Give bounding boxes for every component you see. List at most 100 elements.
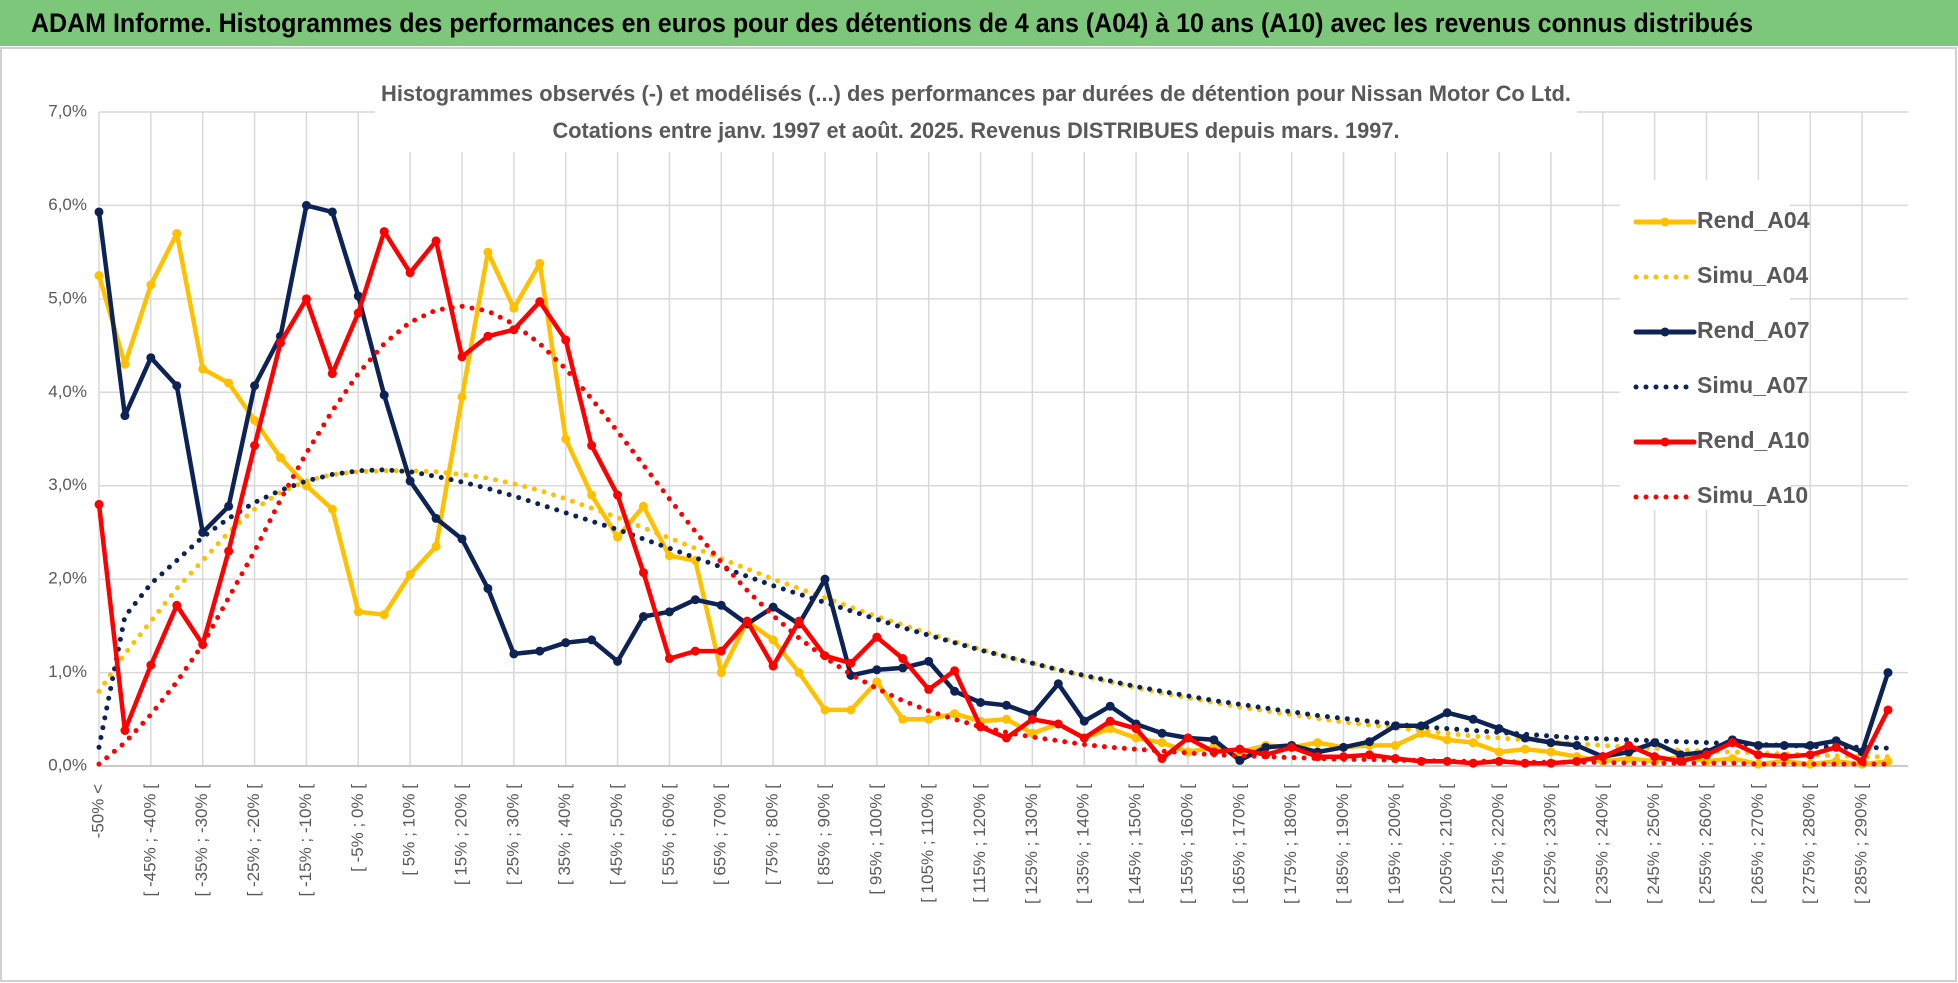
series-marker bbox=[768, 635, 778, 645]
series-marker bbox=[1001, 733, 1011, 743]
x-tick-label: [ -5% ; 0% [ bbox=[348, 784, 367, 872]
series-marker bbox=[1339, 742, 1349, 752]
x-tick-label: [ 135% ; 140% [ bbox=[1074, 784, 1093, 904]
series-line bbox=[96, 467, 1891, 751]
series-marker bbox=[1209, 735, 1219, 745]
series-marker bbox=[1779, 752, 1789, 762]
series-marker bbox=[1157, 738, 1167, 748]
series-marker bbox=[1001, 714, 1011, 724]
series-marker bbox=[638, 612, 648, 622]
series-marker bbox=[872, 665, 882, 675]
series-marker bbox=[327, 504, 337, 514]
legend-marker bbox=[1660, 437, 1670, 447]
series-marker bbox=[613, 532, 623, 542]
series-marker bbox=[509, 303, 519, 313]
series-marker bbox=[146, 353, 156, 363]
x-tick-label: [ 195% ; 200% [ bbox=[1385, 784, 1404, 904]
series-marker bbox=[250, 381, 260, 391]
series-marker bbox=[1805, 759, 1815, 769]
x-tick-label: [ 155% ; 160% [ bbox=[1177, 784, 1196, 904]
x-tick-label: [ 275% ; 280% [ bbox=[1800, 784, 1819, 904]
series-marker bbox=[120, 725, 130, 735]
chart-title: ADAM Informe. Histogrammes des performan… bbox=[31, 8, 1753, 38]
series-line bbox=[96, 303, 1891, 767]
x-tick-label: [ -15% ; -10% [ bbox=[296, 784, 315, 897]
series-marker bbox=[250, 415, 260, 425]
series-marker bbox=[457, 534, 467, 544]
x-tick-label: [ 35% ; 40% [ bbox=[555, 784, 574, 885]
x-tick-label: [ 205% ; 210% [ bbox=[1437, 784, 1456, 904]
series-marker bbox=[794, 616, 804, 626]
series-marker bbox=[1520, 744, 1530, 754]
x-tick-label: [ -35% ; -30% [ bbox=[192, 784, 211, 897]
series-marker bbox=[1702, 750, 1712, 760]
series-marker bbox=[250, 441, 260, 451]
series-marker bbox=[405, 476, 415, 486]
x-tick-label: [ 15% ; 20% [ bbox=[451, 784, 470, 885]
series-marker bbox=[690, 646, 700, 656]
series-marker bbox=[613, 490, 623, 500]
series-marker bbox=[275, 453, 285, 463]
series-marker bbox=[587, 490, 597, 500]
series-marker bbox=[224, 501, 234, 511]
x-tick-label: [ 255% ; 260% [ bbox=[1696, 784, 1715, 904]
series-marker bbox=[198, 364, 208, 374]
series-marker bbox=[1727, 754, 1737, 764]
series-marker bbox=[1053, 679, 1063, 689]
y-tick-label: 3,0% bbox=[48, 475, 87, 494]
series-marker bbox=[1442, 708, 1452, 718]
x-tick-label: [ 105% ; 110% [ bbox=[918, 784, 937, 903]
series-marker bbox=[379, 610, 389, 620]
legend-label: Rend_A04 bbox=[1697, 207, 1810, 233]
series-marker bbox=[1624, 740, 1634, 750]
series-marker bbox=[976, 697, 986, 707]
legend-label: Simu_A04 bbox=[1697, 262, 1808, 288]
y-tick-label: 6,0% bbox=[48, 195, 87, 214]
series-marker bbox=[1805, 750, 1815, 760]
x-tick-label: [ 115% ; 120% [ bbox=[970, 784, 989, 903]
subtitle-line: Cotations entre janv. 1997 et août. 2025… bbox=[553, 118, 1400, 143]
series-marker bbox=[664, 551, 674, 561]
x-tick-label: [ 75% ; 80% [ bbox=[763, 784, 782, 885]
series-marker bbox=[353, 308, 363, 318]
series-marker bbox=[924, 684, 934, 694]
y-tick-label: 2,0% bbox=[48, 569, 87, 588]
series-marker bbox=[1105, 701, 1115, 711]
title-bar bbox=[0, 0, 1958, 46]
series-marker bbox=[561, 638, 571, 648]
legend-label: Simu_A07 bbox=[1697, 372, 1808, 398]
series-marker bbox=[94, 207, 104, 217]
x-tick-label: [ 215% ; 220% [ bbox=[1489, 784, 1508, 904]
series-marker bbox=[224, 546, 234, 556]
x-tick-label: [ 125% ; 130% [ bbox=[1022, 784, 1041, 904]
series-marker bbox=[587, 635, 597, 645]
series-line bbox=[96, 229, 1891, 766]
x-tick-label: [ 185% ; 190% [ bbox=[1333, 784, 1352, 904]
series-marker bbox=[1235, 744, 1245, 754]
series-marker bbox=[301, 294, 311, 304]
series-marker bbox=[327, 207, 337, 217]
series-marker bbox=[509, 649, 519, 659]
series-marker bbox=[120, 411, 130, 421]
y-tick-label: 0,0% bbox=[48, 755, 87, 774]
series-marker bbox=[664, 607, 674, 617]
x-tick-label: [ 145% ; 150% [ bbox=[1126, 784, 1145, 904]
series-marker bbox=[1157, 754, 1167, 764]
subtitle-line: Histogrammes observés (-) et modélisés (… bbox=[381, 81, 1571, 106]
series-marker bbox=[742, 616, 752, 626]
series-marker bbox=[431, 541, 441, 551]
series-marker bbox=[1727, 738, 1737, 748]
series-marker bbox=[1442, 735, 1452, 745]
x-tick-label: [ 5% ; 10% [ bbox=[400, 784, 419, 876]
series-marker bbox=[1624, 754, 1634, 764]
series-marker bbox=[1546, 738, 1556, 748]
series-marker bbox=[613, 656, 623, 666]
x-tick-label: [ 245% ; 250% [ bbox=[1644, 784, 1663, 904]
legend-marker bbox=[1660, 327, 1670, 337]
series-marker bbox=[1468, 714, 1478, 724]
series-marker bbox=[561, 335, 571, 345]
series-marker bbox=[716, 600, 726, 610]
series-marker bbox=[1831, 742, 1841, 752]
series-marker bbox=[1105, 716, 1115, 726]
legend-marker bbox=[1660, 217, 1670, 227]
